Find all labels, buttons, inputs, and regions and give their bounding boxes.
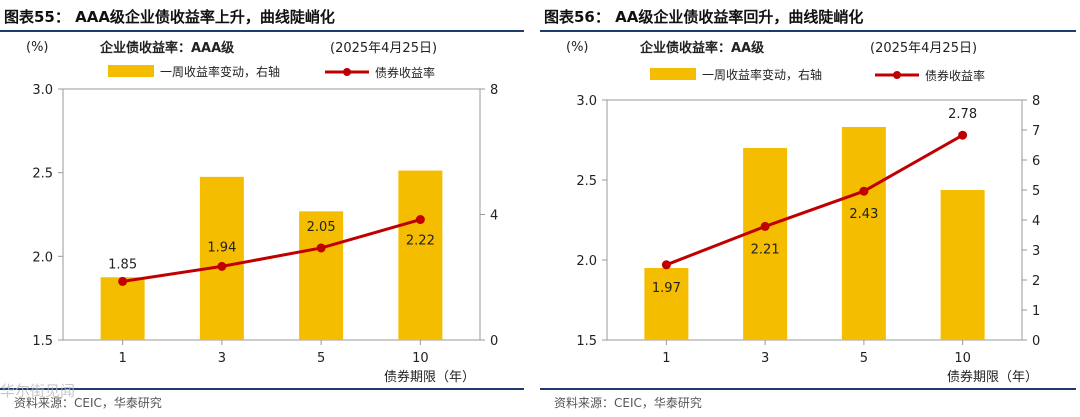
x-tick-label: 1 <box>662 351 670 366</box>
right-axis-tick-label: 8 <box>1032 94 1040 109</box>
title-rule <box>0 30 524 32</box>
right-axis-tick-label: 6 <box>1032 154 1040 169</box>
x-tick-label: 10 <box>412 351 429 366</box>
legend-bar-label: 一周收益率变动，右轴 <box>160 64 280 79</box>
left-axis-unit: (%) <box>566 40 589 55</box>
yield-point-1 <box>118 276 128 286</box>
legend-line-label: 债券收益率 <box>375 65 435 80</box>
bar-3 <box>743 148 788 340</box>
bar-1 <box>100 277 145 340</box>
left-axis-unit: (%) <box>26 40 49 55</box>
legend-bar-label: 一周收益率变动，右轴 <box>702 67 822 82</box>
x-tick-label: 10 <box>954 351 971 366</box>
watermark: 华尔街见闻 <box>0 382 76 400</box>
data-label-3: 1.94 <box>207 240 236 255</box>
left-axis-tick-label: 2.5 <box>32 167 53 182</box>
yield-point-10 <box>415 215 425 225</box>
legend-bar-swatch <box>108 65 154 77</box>
data-label-1: 1.97 <box>652 281 681 296</box>
chart-aaa-svg: (%) 企业债收益率：AAA级 (2025年4月25日) 一周收益率变动，右轴 债券收益… <box>26 40 498 385</box>
right-axis-tick-label: 0 <box>1032 334 1040 349</box>
legend-line-marker <box>343 68 351 76</box>
chart-panel-aaa: 图表55： AAA级企业债收益率上升，曲线陡峭化 (%) 企业债收益率：AAA级(… <box>0 0 530 417</box>
bar-5 <box>841 127 886 340</box>
yield-point-5 <box>859 186 869 196</box>
data-label-5: 2.43 <box>849 207 878 222</box>
yield-point-3 <box>760 221 770 231</box>
left-axis-tick-label: 1.5 <box>576 334 597 349</box>
bar-1 <box>644 268 689 340</box>
right-axis-tick-label: 8 <box>490 83 498 98</box>
legend-bar-swatch <box>650 68 696 80</box>
yield-line <box>122 218 421 283</box>
data-label-10: 2.22 <box>406 234 435 249</box>
chart-panel-aa: 图表56： AA级企业债收益率回升，曲线陡峭化 (%) 企业债收益率：AA级 (20… <box>540 0 1080 417</box>
left-axis-tick-label: 3.0 <box>576 94 597 109</box>
right-axis-tick-label: 7 <box>1032 124 1040 139</box>
right-axis-tick-label: 0 <box>490 334 498 349</box>
yield-point-1 <box>661 260 671 270</box>
yield-line <box>665 133 964 267</box>
x-tick-label: 5 <box>860 351 868 366</box>
chart-title: 图表56： AA级企业债收益率回升，曲线陡峭化 <box>544 8 864 26</box>
left-axis-tick-label: 2.5 <box>576 174 597 189</box>
legend-line-marker <box>893 71 901 79</box>
bottom-rule <box>540 388 1076 390</box>
x-tick-label: 1 <box>118 351 126 366</box>
chart-date: (2025年4月25日) <box>330 41 437 56</box>
data-label-10: 2.78 <box>948 107 977 122</box>
left-axis-tick-label: 1.5 <box>32 334 53 349</box>
bar-10 <box>398 170 443 340</box>
right-axis-tick-label: 1 <box>1032 304 1040 319</box>
data-label-3: 2.21 <box>751 242 780 257</box>
bar-5 <box>299 211 344 340</box>
x-tick-label: 3 <box>761 351 769 366</box>
x-tick-label: 3 <box>218 351 226 366</box>
yield-point-10 <box>958 130 968 140</box>
left-axis-tick-label: 2.0 <box>32 250 53 265</box>
source-note: 资料来源：CEIC，华泰研究 <box>554 396 702 410</box>
legend-line-label: 债券收益率 <box>925 68 985 83</box>
chart-subtitle: 企业债收益率：AA级 <box>639 40 765 56</box>
bar-3 <box>199 176 244 340</box>
left-axis-tick-label: 2.0 <box>576 254 597 269</box>
yield-point-3 <box>217 261 227 271</box>
right-axis-tick-label: 4 <box>1032 214 1040 229</box>
bottom-rule <box>0 388 524 390</box>
left-axis-tick-label: 3.0 <box>32 83 53 98</box>
right-axis-tick-label: 4 <box>490 209 498 224</box>
source-note: 资料来源：CEIC，华泰研究 <box>14 396 162 410</box>
chart-subtitle: 企业债收益率：AAA级 <box>99 40 235 56</box>
data-label-1: 1.85 <box>108 257 137 272</box>
title-rule <box>540 30 1076 32</box>
bar-10 <box>940 190 985 340</box>
yield-point-5 <box>316 243 326 253</box>
chart-date: (2025年4月25日) <box>870 41 977 56</box>
right-axis-tick-label: 3 <box>1032 244 1040 259</box>
right-axis-tick-label: 2 <box>1032 274 1040 289</box>
data-label-5: 2.05 <box>307 220 336 235</box>
chart-aa-svg: (%) 企业债收益率：AA级 (2025年4月25日) 一周收益率变动，右轴 债券收益率… <box>566 40 1040 385</box>
x-axis-label: 债券期限（年） <box>384 369 475 385</box>
x-axis-label: 债券期限（年） <box>947 369 1038 385</box>
right-axis-tick-label: 5 <box>1032 184 1040 199</box>
chart-title: 图表55： AAA级企业债收益率上升，曲线陡峭化 <box>4 8 335 26</box>
x-tick-label: 5 <box>317 351 325 366</box>
